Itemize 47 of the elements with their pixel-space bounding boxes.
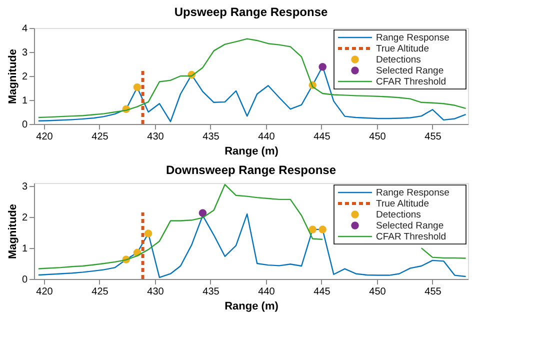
x-axis-title: Range (m) [224, 300, 279, 312]
legend-label: Detections [376, 210, 422, 220]
chart-title: Upsweep Range Response [174, 5, 328, 19]
x-tick-label: 425 [92, 132, 109, 142]
legend-label: CFAR Threshold [376, 232, 446, 242]
legend-label: True Altitude [376, 44, 429, 54]
x-axis-title: Range (m) [224, 146, 279, 158]
x-tick-label: 430 [147, 132, 164, 142]
x-tick-label: 450 [369, 286, 386, 298]
x-tick-label: 440 [258, 286, 276, 298]
x-tick-label: 455 [424, 132, 442, 142]
x-tick-label: 420 [36, 132, 54, 142]
point [318, 63, 326, 71]
x-tick-label: 445 [314, 132, 331, 142]
y-tick-label: 2 [22, 212, 28, 224]
y-tick-label: 4 [22, 24, 28, 34]
x-tick-label: 425 [92, 286, 109, 298]
x-tick-label: 420 [36, 286, 54, 298]
point [133, 83, 142, 92]
x-tick-label: 450 [369, 132, 386, 142]
y-tick-label: 1 [22, 96, 28, 106]
x-tick-label: 445 [314, 286, 331, 298]
point [318, 226, 326, 234]
x-tick-label: 440 [258, 132, 276, 142]
y-tick-label: 1 [22, 244, 28, 255]
x-tick-label: 430 [147, 286, 164, 298]
y-axis-title: Magnitude [6, 204, 19, 259]
legend-label: True Altitude [376, 198, 429, 210]
y-tick-label: 3 [22, 182, 28, 193]
legend-label: Range Response [376, 188, 450, 198]
y-tick-label: 0 [22, 274, 28, 286]
y-tick-label: 3 [22, 48, 28, 58]
legend-label: CFAR Threshold [376, 76, 446, 88]
y-axis-title: Magnitude [6, 49, 19, 104]
legend-label: Detections [376, 54, 422, 66]
point [144, 230, 152, 238]
legend-label: Selected Range [376, 220, 444, 232]
x-tick-label: 435 [202, 132, 220, 142]
point [198, 209, 207, 217]
y-tick-label: 2 [22, 72, 28, 82]
point [308, 226, 316, 234]
x-tick-label: 435 [202, 286, 220, 298]
legend-label: Range Response [376, 32, 450, 44]
chart-title: Downsweep Range Response [166, 163, 336, 178]
y-tick-label: 0 [22, 120, 28, 130]
x-tick-label: 455 [424, 286, 442, 298]
legend-label: Selected Range [376, 66, 444, 76]
